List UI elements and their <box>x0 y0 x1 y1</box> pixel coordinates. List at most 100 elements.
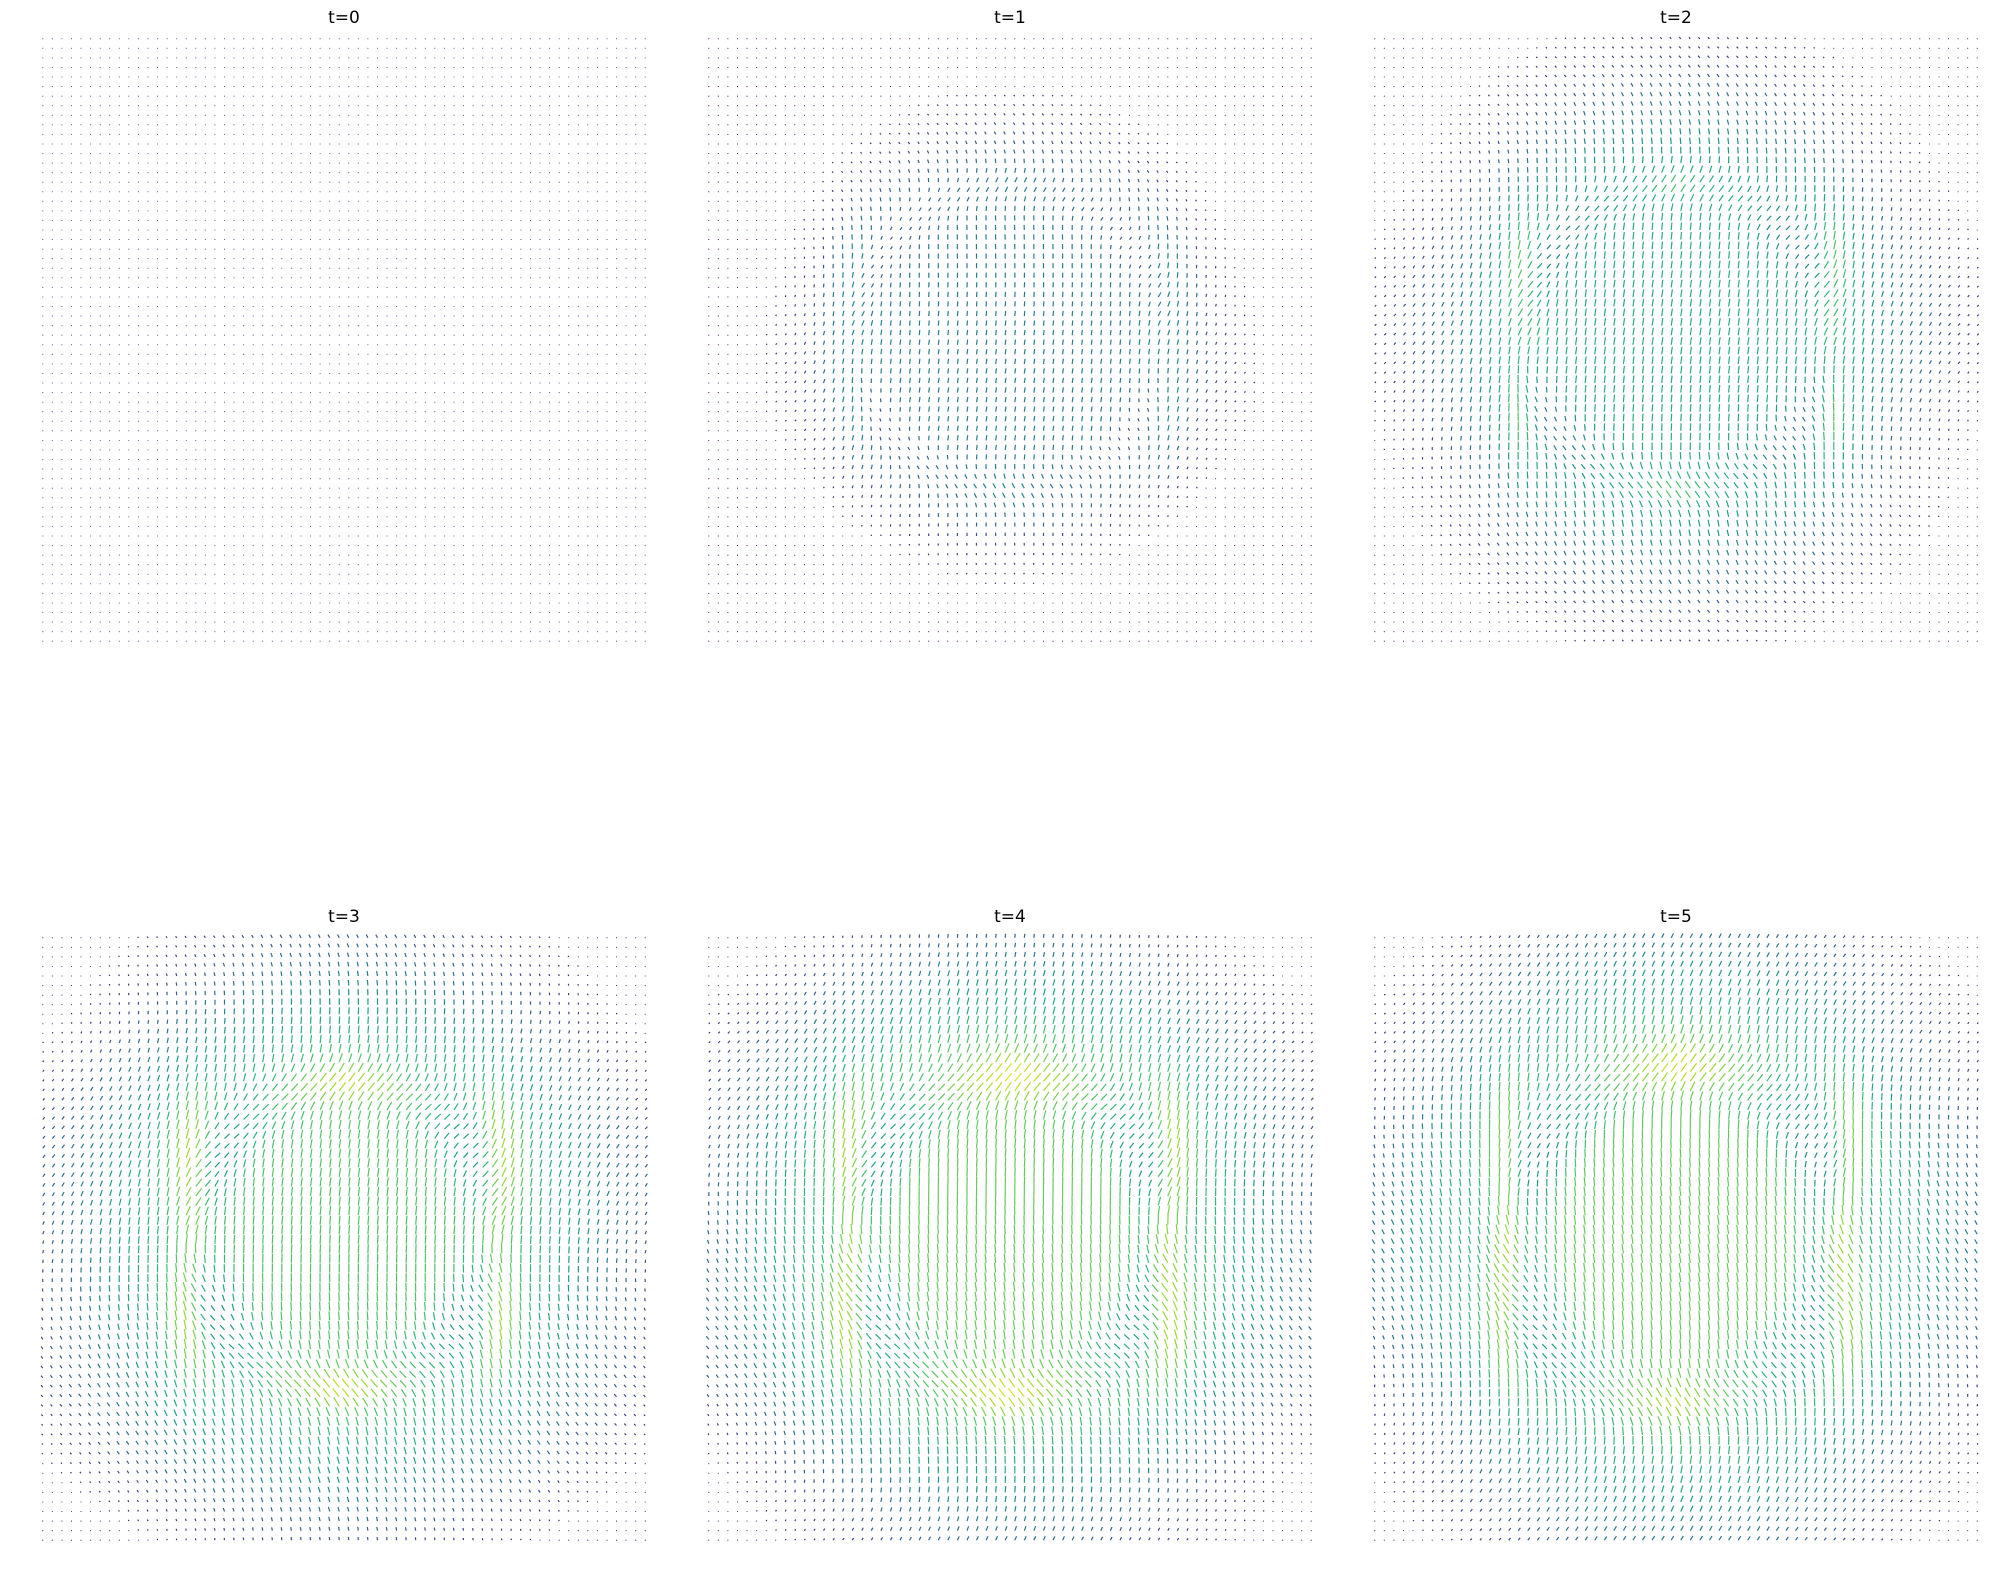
quiver-arrow <box>822 38 825 40</box>
quiver-arrow <box>338 497 340 499</box>
quiver-arrow <box>128 516 130 518</box>
quiver-arrow <box>166 401 168 403</box>
quiver-arrow <box>832 466 835 470</box>
quiver-arrow <box>775 621 777 623</box>
quiver-arrow <box>765 191 767 193</box>
quiver-arrow <box>606 497 608 499</box>
quiver-arrow <box>765 640 767 642</box>
quiver-arrow <box>596 458 598 461</box>
quiver-arrow <box>736 564 739 566</box>
quiver-arrow <box>443 95 445 97</box>
quiver-arrow <box>736 76 739 78</box>
quiver-arrow <box>577 372 579 375</box>
quiver-arrow <box>252 353 254 355</box>
quiver-arrow <box>90 468 92 470</box>
quiver-arrow <box>434 124 436 126</box>
quiver-arrow <box>443 535 445 537</box>
quiver-arrow <box>137 353 139 355</box>
quiver-arrow <box>491 458 493 461</box>
quiver-arrow <box>803 143 805 145</box>
quiver-arrow <box>147 219 149 222</box>
quiver-arrow <box>61 210 63 212</box>
quiver-arrow <box>195 430 197 432</box>
quiver-arrow <box>615 305 618 308</box>
quiver-arrow <box>338 229 340 231</box>
quiver-arrow <box>156 181 159 183</box>
quiver-arrow <box>243 315 245 317</box>
quiver-arrow <box>462 602 465 604</box>
quiver-arrow <box>309 172 312 174</box>
quiver-arrow <box>70 535 73 537</box>
quiver-arrow <box>625 86 627 88</box>
quiver-arrow <box>708 611 710 614</box>
quiver-arrow <box>99 430 101 432</box>
quiver-arrow <box>491 124 493 126</box>
quiver-arrow <box>367 583 369 585</box>
quiver-arrow <box>195 239 197 241</box>
quiver-arrow <box>61 525 63 528</box>
quiver-arrow <box>794 143 796 145</box>
quiver-arrow <box>539 602 541 604</box>
quiver-arrow <box>539 392 541 394</box>
quiver-arrow <box>794 419 797 422</box>
quiver-arrow <box>300 57 302 59</box>
quiver-arrow <box>243 611 245 614</box>
quiver-arrow <box>577 286 579 288</box>
quiver-arrow <box>338 105 340 107</box>
quiver-arrow <box>424 631 426 633</box>
quiver-arrow <box>396 133 398 135</box>
quiver-arrow <box>756 535 758 537</box>
quiver-arrow <box>635 57 637 59</box>
quiver-arrow <box>338 478 340 480</box>
quiver-arrow <box>262 57 264 59</box>
quiver-arrow <box>70 133 73 135</box>
quiver-arrow <box>596 372 598 375</box>
quiver-arrow <box>99 353 101 355</box>
quiver-arrow <box>635 239 637 241</box>
quiver-arrow <box>625 325 627 327</box>
quiver-arrow <box>109 229 111 231</box>
quiver-arrow <box>822 124 825 126</box>
quiver-arrow <box>501 506 503 508</box>
quiver-arrow <box>262 344 264 346</box>
quiver-arrow <box>832 66 834 69</box>
quiver-arrow <box>625 430 627 432</box>
quiver-arrow <box>137 277 139 279</box>
quiver-arrow <box>290 286 292 288</box>
quiver-arrow <box>348 640 350 642</box>
quiver-arrow <box>625 152 627 155</box>
quiver-arrow <box>587 258 589 260</box>
quiver-arrow <box>625 573 627 575</box>
quiver-arrow <box>281 392 283 394</box>
quiver-arrow <box>708 640 710 642</box>
quiver-arrow <box>204 430 206 432</box>
quiver-arrow <box>51 640 53 642</box>
quiver-arrow <box>156 573 159 575</box>
quiver-arrow <box>204 277 206 279</box>
quiver-arrow <box>424 344 426 346</box>
quiver-arrow <box>233 47 235 49</box>
quiver-arrow <box>587 621 589 623</box>
quiver-arrow <box>775 400 778 403</box>
quiver-arrow <box>156 392 159 394</box>
quiver-arrow <box>635 545 637 547</box>
quiver-arrow <box>185 315 187 317</box>
quiver-arrow <box>587 200 589 202</box>
quiver-arrow <box>51 506 53 508</box>
quiver-arrow <box>472 210 474 212</box>
quiver-arrow <box>813 303 816 307</box>
quiver-arrow <box>195 210 197 212</box>
quiver-arrow <box>396 239 398 241</box>
quiver-arrow <box>128 315 130 317</box>
quiver-arrow <box>367 162 369 164</box>
quiver-arrow <box>775 333 778 336</box>
quiver-arrow <box>118 344 120 346</box>
quiver-arrow <box>90 449 92 451</box>
quiver-arrow <box>348 516 350 518</box>
quiver-arrow <box>319 267 321 269</box>
quiver-arrow <box>252 458 254 461</box>
quiver-arrow <box>443 516 445 518</box>
quiver-arrow <box>462 478 465 480</box>
quiver-arrow <box>794 351 797 355</box>
quiver-arrow <box>329 525 331 528</box>
